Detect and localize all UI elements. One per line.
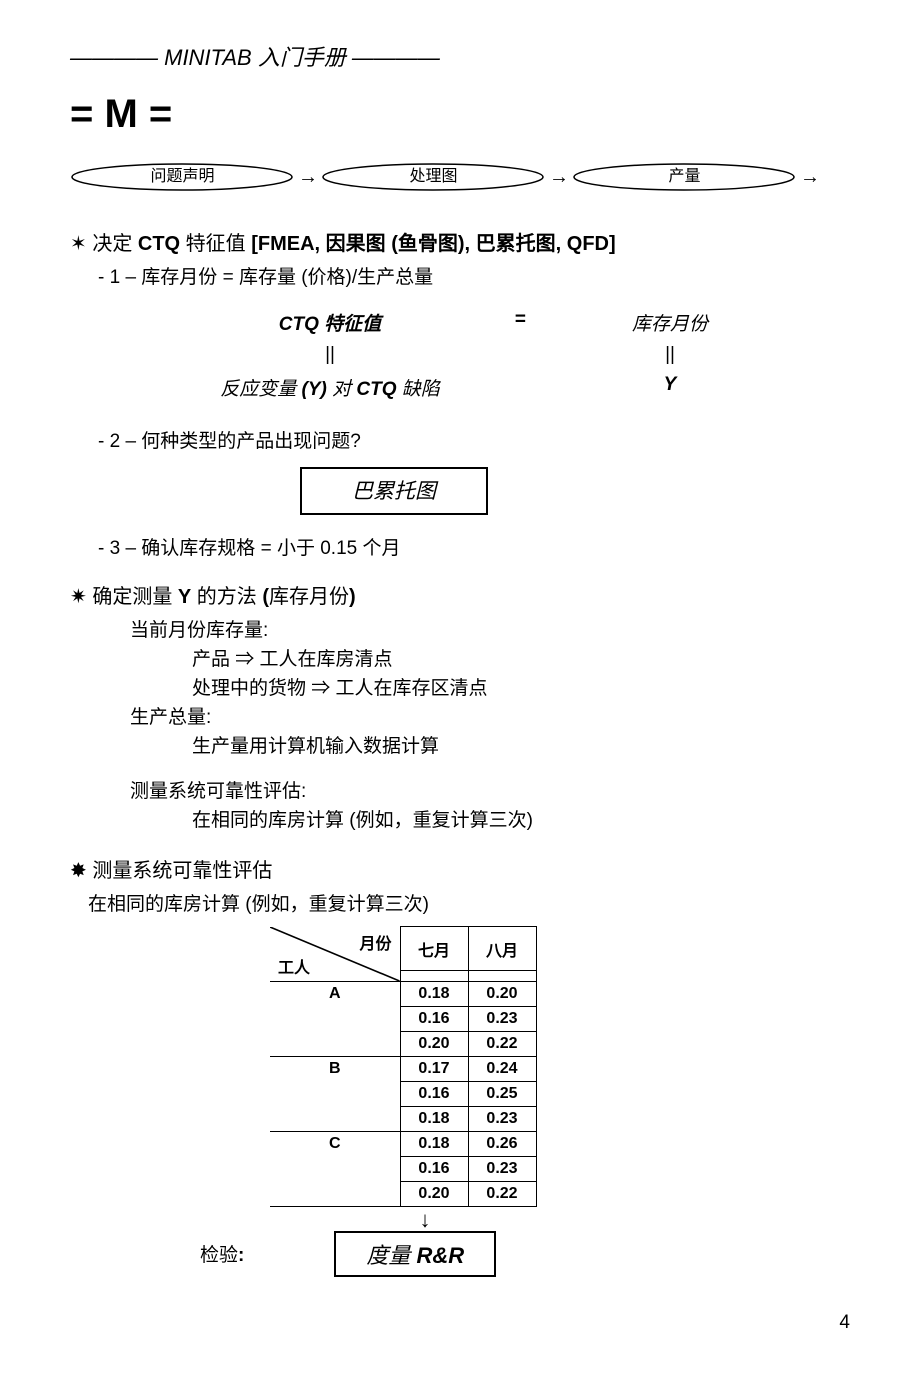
data-table: 月份 工人 七月 八月 A0.180.20 0.160.23 0.200.22 … <box>270 926 537 1207</box>
bullet-3-sub: 在相同的库房计算 (例如，重复计算三次) <box>88 889 850 916</box>
flow-node-2-label: 处理图 <box>409 168 457 185</box>
sub-3: - 3 – 确认库存规格 = 小于 0.15 个月 <box>98 533 850 560</box>
page-number: 4 <box>70 1312 850 1334</box>
gauge-box: 度量 R&R <box>334 1231 496 1277</box>
ctq-left-2: || <box>190 344 470 366</box>
line-4: 生产总量: <box>130 702 850 729</box>
bullet-3: ✸ 测量系统可靠性评估 <box>70 854 850 883</box>
sub-2: - 2 – 何种类型的产品出现问题? <box>98 426 850 453</box>
flow-diagram: 问题声明 → 处理图 → 产量 → <box>70 162 850 192</box>
worker-c: C <box>270 1131 400 1156</box>
ctq-right-3: Y <box>570 374 770 401</box>
flow-node-2: 处理图 <box>321 162 546 192</box>
star-icon: ✸ <box>70 860 87 882</box>
ctq-label: CTQ <box>138 233 180 255</box>
sub-1: - 1 – 库存月份 = 库存量 (价格)/生产总量 <box>98 262 850 289</box>
arrow-icon: → <box>800 166 820 189</box>
bullet-text: 特征值 <box>180 233 251 255</box>
ctq-block: CTQ 特征值 = 库存月份 || || 反应变量 (Y) 对 CTQ 缺陷 Y <box>190 309 770 401</box>
star-icon: ✶ <box>70 233 87 255</box>
page-header: ———— MINITAB 入门手册 ———— <box>70 40 850 72</box>
section-title: = M = <box>70 92 850 137</box>
reliability-title: 测量系统可靠性评估: <box>130 776 850 803</box>
col-august: 八月 <box>468 927 536 971</box>
arrow-icon: → <box>298 166 318 189</box>
star-icon: ✷ <box>70 586 87 608</box>
flow-node-3: 产量 <box>572 162 797 192</box>
flow-node-1: 问题声明 <box>70 162 295 192</box>
pareto-box: 巴累托图 <box>300 467 488 515</box>
ctq-right-1: 库存月份 <box>570 309 770 336</box>
ctq-right-2: || <box>570 344 770 366</box>
line-3: 处理中的货物 ⇒ 工人在库存区清点 <box>192 673 850 700</box>
worker-b: B <box>270 1056 400 1081</box>
bullet-text: 决定 <box>92 233 138 255</box>
gauge-label: 检验: <box>200 1240 244 1267</box>
worker-a: A <box>270 981 400 1006</box>
ctq-left-1: CTQ 特征值 <box>190 309 470 336</box>
reliability-sub: 在相同的库房计算 (例如，重复计算三次) <box>192 805 850 832</box>
line-5: 生产量用计算机输入数据计算 <box>192 731 850 758</box>
gauge-row: 检验: 度量 R&R <box>70 1231 850 1277</box>
bracket-text: [FMEA, 因果图 (鱼骨图), 巴累托图, QFD] <box>251 233 615 255</box>
bullet-2: ✷ 确定测量 Y 的方法 (库存月份) <box>70 580 850 609</box>
line-1: 当前月份库存量: <box>130 615 850 642</box>
line-2: 产品 ⇒ 工人在库房清点 <box>192 644 850 671</box>
down-arrow-icon: ↓ <box>270 1209 580 1231</box>
bullet-3-text: 测量系统可靠性评估 <box>92 860 272 882</box>
col-july: 七月 <box>400 927 468 971</box>
ctq-left-3: 反应变量 (Y) 对 CTQ 缺陷 <box>190 374 470 401</box>
flow-node-3-label: 产量 <box>668 168 700 185</box>
ctq-mid-1: = <box>490 309 550 336</box>
bullet-1: ✶ 决定 CTQ 特征值 [FMEA, 因果图 (鱼骨图), 巴累托图, QFD… <box>70 227 850 256</box>
header-month: 月份 <box>359 930 391 954</box>
header-worker: 工人 <box>278 954 310 978</box>
arrow-icon: → <box>549 166 569 189</box>
flow-node-1-label: 问题声明 <box>150 168 214 185</box>
